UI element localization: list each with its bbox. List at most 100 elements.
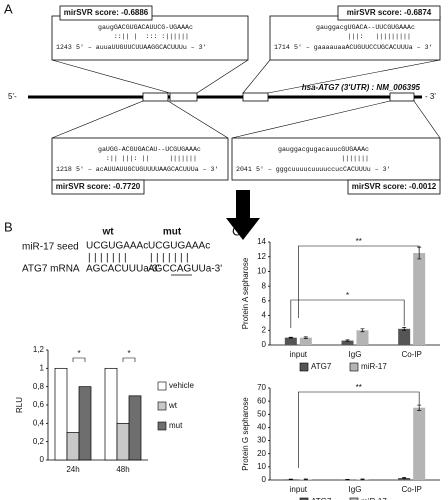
y-tick-label: 0 [262, 340, 267, 349]
legend-label: wt [168, 401, 178, 410]
connector [51, 100, 144, 139]
significance: ** [356, 383, 362, 392]
y-tick-label: 60 [257, 396, 266, 405]
legend-swatch [299, 497, 309, 500]
bar [104, 367, 118, 461]
site-box [269, 15, 441, 61]
y-tick-label: 50 [257, 409, 266, 418]
legend-swatch [157, 421, 167, 431]
site-box [51, 137, 229, 181]
legend-label: ATG7 [311, 497, 332, 500]
bar [66, 432, 80, 461]
bar [54, 367, 68, 461]
y-tick-label: 20 [257, 449, 266, 458]
error-bar [288, 478, 293, 480]
connector [167, 100, 229, 139]
mrna-seq: 5' – gaaaauaaACUGUUCCUGCACUUUa – 3' [294, 44, 433, 51]
score: mirSVR score: -0.6886 [64, 8, 149, 17]
significance: * [346, 291, 349, 300]
mrna-label: ATG7 mRNA [22, 264, 80, 275]
error-bar [360, 328, 365, 333]
wt-mrna: AGCACUUUa-3' [86, 264, 160, 275]
score: mirSVR score: -0.6874 [347, 8, 432, 17]
significance: * [127, 349, 130, 358]
y-tick-label: 2 [262, 325, 267, 334]
x-tick-label: input [290, 485, 308, 494]
connector [242, 59, 271, 94]
site-marker [169, 92, 198, 102]
panel-b-sequences: wt mut miR-17 seed ATG7 mRNA UCGUGAAAc |… [22, 227, 222, 276]
significance-bracket [298, 245, 420, 318]
y-tick-label: 0,6 [33, 400, 45, 409]
connector [231, 100, 391, 139]
x-tick-label: Co-IP [401, 350, 421, 359]
gene-label: hsa-ATG7 (3'UTR) : NM_006395 [302, 83, 421, 92]
score-box [59, 5, 153, 21]
significance-bracket [72, 357, 86, 362]
y-tick-label: 30 [257, 436, 266, 445]
bar [128, 395, 142, 461]
y-tick-label: 1 [40, 363, 45, 372]
error-bar [360, 478, 365, 481]
score-box [51, 179, 145, 195]
legend-swatch [349, 497, 359, 500]
y-tick-label: 10 [257, 267, 266, 276]
y-tick-label: 6 [262, 296, 267, 305]
y-tick-label: 4 [262, 311, 267, 320]
mirna-seq: gauggacgUGACA--UUCGUGAAAc [316, 24, 415, 31]
legend-label: mut [169, 421, 183, 430]
bar [356, 330, 369, 345]
error-bar [303, 478, 308, 481]
x-tick-label: Co-IP [401, 485, 421, 494]
site-position: 2041 [236, 166, 252, 173]
site-position: 1243 [56, 44, 72, 51]
score-box [347, 179, 441, 195]
legend-swatch [157, 381, 167, 391]
legend-swatch [157, 401, 167, 411]
bar [299, 337, 312, 345]
error-bar [345, 339, 350, 342]
x-tick-label: IgG [349, 485, 362, 494]
y-tick-label: 0,8 [33, 382, 45, 391]
legend-label: ATG7 [311, 362, 332, 371]
connector [196, 59, 249, 94]
mrna-seq: 5' – acAUUAUUGCUGUUUUAAGCACUUUa – 3' [76, 166, 218, 173]
mut-seed: UCGUGAAAc [148, 241, 210, 252]
y-tick-label: 8 [262, 281, 267, 290]
bar [341, 340, 354, 345]
y-tick-label: 10 [257, 462, 266, 471]
bar [413, 407, 426, 480]
connector [413, 100, 441, 139]
bar [413, 253, 426, 345]
significance: ** [356, 237, 362, 246]
error-bar [288, 336, 293, 339]
y-tick-label: 0,2 [33, 437, 45, 446]
legend-swatch [349, 362, 359, 372]
mut-label: mut [163, 227, 182, 238]
mirna-seq: gaUGG-ACGUGACAU--UCGUGAAAc [98, 146, 201, 153]
legend-label: miR-17 [361, 362, 387, 371]
mrna-seq: 5' – auuaUUGUUCUUAAGGCACUUUu – 3' [76, 44, 207, 51]
pairing: ::|| | ::: :|||||| [98, 33, 193, 40]
site-marker [142, 92, 169, 102]
mirna-seq: gauggacgugacauucGUGAAAc [278, 146, 369, 153]
error-bar [303, 336, 308, 339]
bar [398, 328, 411, 345]
bar [116, 422, 130, 461]
legend-label: miR-17 [361, 497, 387, 500]
mut-mrna: AGCCAGUUa-3' [148, 264, 222, 275]
x-tick-label: IgG [349, 350, 362, 359]
seed-label: miR-17 seed [22, 242, 79, 253]
panel-label: B [4, 219, 13, 234]
y-axis-label: Protein A sepharose [241, 257, 250, 329]
score: mirSVR score: -0.0012 [352, 182, 437, 191]
three-prime: - 3' [425, 92, 436, 101]
error-bar [417, 404, 422, 411]
significance-bracket [298, 391, 420, 468]
score-box [337, 5, 441, 21]
y-axis-label: RLU [15, 397, 24, 413]
site-position: 1714 [274, 44, 290, 51]
wt-label: wt [101, 227, 114, 238]
error-bar [345, 478, 350, 481]
